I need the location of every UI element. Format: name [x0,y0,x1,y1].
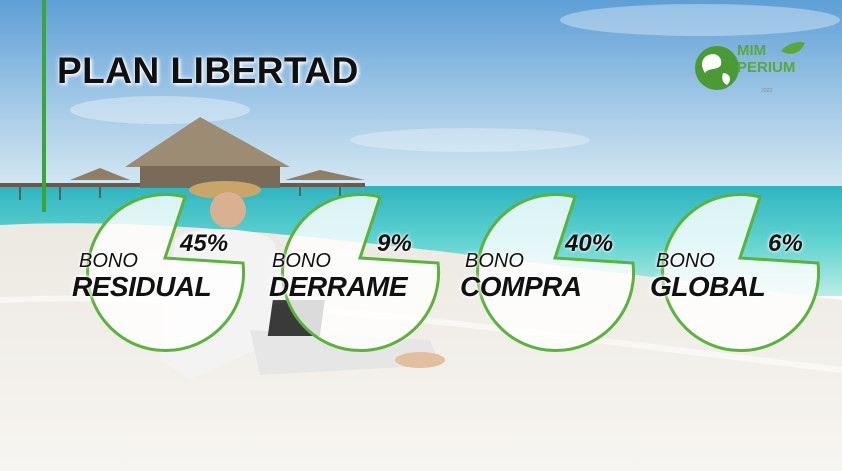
logo-text-line1: MIM [737,42,767,59]
bonus-percent: 40% [565,230,614,257]
pie-chart-icon [281,193,441,353]
globe-leaf-icon [695,41,805,90]
pie-chart-icon [476,193,636,353]
page-title: PLAN LIBERTAD [57,50,359,91]
bonus-label: BONO [656,250,715,272]
bonus-label: BONO [465,250,524,272]
bonus-label: BONO [79,250,138,272]
logo-text-line2: PERIUM [737,59,796,76]
bonus-percent: 9% [377,230,412,257]
pie-chart-icon [86,193,246,353]
bonus-name: GLOBAL [650,271,766,302]
bonus-compra: 40% BONO COMPRA [445,183,645,353]
bonus-residual: 45% BONO RESIDUAL [55,183,255,353]
bonus-percent: 45% [180,230,229,257]
logo: MIM PERIUM 2022 [693,33,813,103]
accent-bar [42,0,46,212]
pie-chart-icon [661,193,821,353]
bonus-name: RESIDUAL [72,271,212,302]
bonus-global: 6% BONO GLOBAL [630,183,830,353]
logo-text-line3: 2022 [761,88,773,94]
bonus-name: DERRAME [269,271,408,302]
bonus-derrame: 9% BONO DERRAME [250,183,450,353]
bonus-label: BONO [272,250,331,272]
bonus-name: COMPRA [460,271,582,302]
bonus-percent: 6% [768,230,803,257]
